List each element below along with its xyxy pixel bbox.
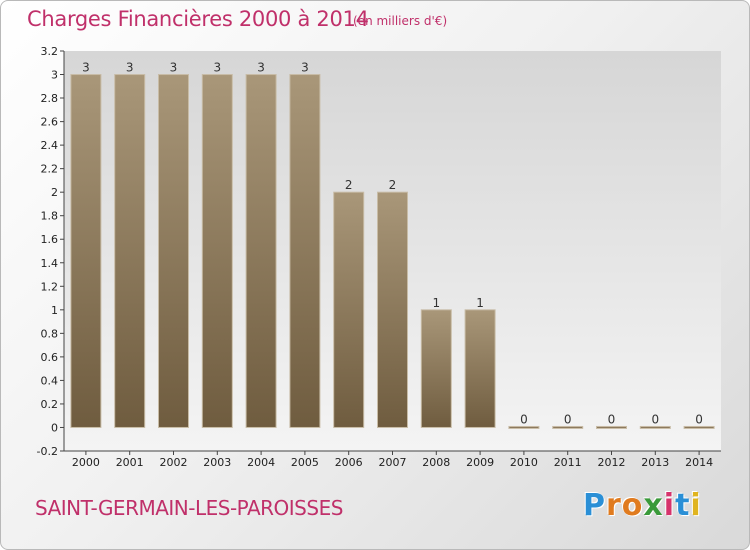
logo-letter: i	[663, 488, 676, 523]
y-tick-label: 2.6	[41, 116, 59, 129]
x-tick-label: 2009	[466, 456, 494, 469]
y-tick-label: 3.2	[41, 45, 59, 58]
commune-name: SAINT-GERMAIN-LES-PAROISSES	[35, 496, 343, 520]
chart-unit-note: (en milliers d'€)	[353, 14, 448, 28]
y-tick-label: 0.6	[41, 351, 59, 364]
logo-letter: t	[675, 488, 691, 523]
bar-value-label: 1	[432, 296, 440, 310]
bar	[70, 74, 102, 428]
x-tick-label: 2002	[160, 456, 188, 469]
logo-letter: P	[583, 488, 606, 523]
x-tick-label: 2000	[72, 456, 100, 469]
bar	[420, 309, 452, 428]
bar	[683, 425, 715, 429]
x-tick-label: 2011	[554, 456, 582, 469]
bar	[508, 425, 540, 429]
y-tick-label: 1.6	[41, 233, 59, 246]
y-tick-label: 0.2	[41, 398, 59, 411]
logo-letter: o	[621, 488, 644, 523]
y-tick-label: 2	[51, 186, 58, 199]
x-tick-label: 2003	[203, 456, 231, 469]
x-tick-label: 2012	[598, 456, 626, 469]
bar	[333, 191, 365, 428]
bar	[377, 191, 408, 428]
x-axis: 2000 2001 2002 2003 2004 2005 2006 2007 2008 2009…	[64, 450, 721, 469]
bar	[114, 74, 146, 428]
y-tick-label: 2.2	[41, 163, 59, 176]
bar	[639, 425, 671, 429]
x-tick-label: 2005	[291, 456, 319, 469]
bar-value-label: 0	[651, 412, 659, 426]
bar-value-label: 3	[126, 61, 134, 75]
bar	[158, 74, 189, 428]
bar-value-label: 2	[389, 178, 397, 192]
x-tick-label: 2008	[422, 456, 450, 469]
logo-letter: x	[643, 488, 664, 523]
bar-value-label: 1	[476, 296, 484, 310]
y-tick-label: 0.4	[41, 374, 59, 387]
bar-value-label: 0	[520, 412, 528, 426]
x-tick-label: 2013	[641, 456, 669, 469]
logo-letter: r	[606, 488, 622, 523]
x-tick-label: 2006	[335, 456, 363, 469]
proxiti-logo[interactable]: Proxiti	[583, 488, 702, 523]
bar-value-label: 0	[608, 412, 616, 426]
bar-value-label: 0	[564, 412, 572, 426]
logo-letter: i	[690, 488, 702, 523]
y-tick-label: 1.8	[41, 210, 59, 223]
bar-value-label: 3	[301, 61, 309, 75]
bar-value-label: 3	[82, 61, 90, 75]
y-axis: -0.2 0 0.2 0.4 0.6 0.8 1 1.2 1.4 1.6 1.8 2 2.2 2.4 2.6…	[37, 45, 65, 458]
bars-group: 3 3 3 3 3 3 2 2 1 1 0 0 0 0 0	[70, 61, 715, 429]
y-tick-label: -0.2	[37, 445, 58, 458]
bar	[201, 74, 233, 428]
bar-value-label: 0	[695, 412, 703, 426]
y-tick-label: 1	[51, 304, 58, 317]
bar	[289, 74, 321, 428]
chart-title: Charges Financières 2000 à 2014	[27, 7, 369, 31]
y-tick-label: 2.8	[41, 92, 59, 105]
bar	[596, 425, 627, 429]
y-tick-label: 0	[51, 421, 58, 434]
y-tick-label: 1.2	[41, 280, 59, 293]
y-tick-label: 2.4	[41, 139, 59, 152]
bar	[245, 74, 277, 428]
bar	[552, 425, 584, 429]
x-tick-label: 2007	[379, 456, 407, 469]
x-tick-label: 2004	[247, 456, 275, 469]
x-tick-label: 2014	[685, 456, 713, 469]
bar	[464, 309, 496, 428]
bar-value-label: 2	[345, 178, 353, 192]
bar-value-label: 3	[170, 61, 178, 75]
x-tick-label: 2010	[510, 456, 538, 469]
y-tick-label: 3	[51, 69, 58, 82]
bar-value-label: 3	[213, 61, 221, 75]
y-tick-label: 0.8	[41, 327, 59, 340]
y-tick-label: 1.4	[41, 257, 59, 270]
bar-value-label: 3	[257, 61, 265, 75]
x-tick-label: 2001	[116, 456, 144, 469]
